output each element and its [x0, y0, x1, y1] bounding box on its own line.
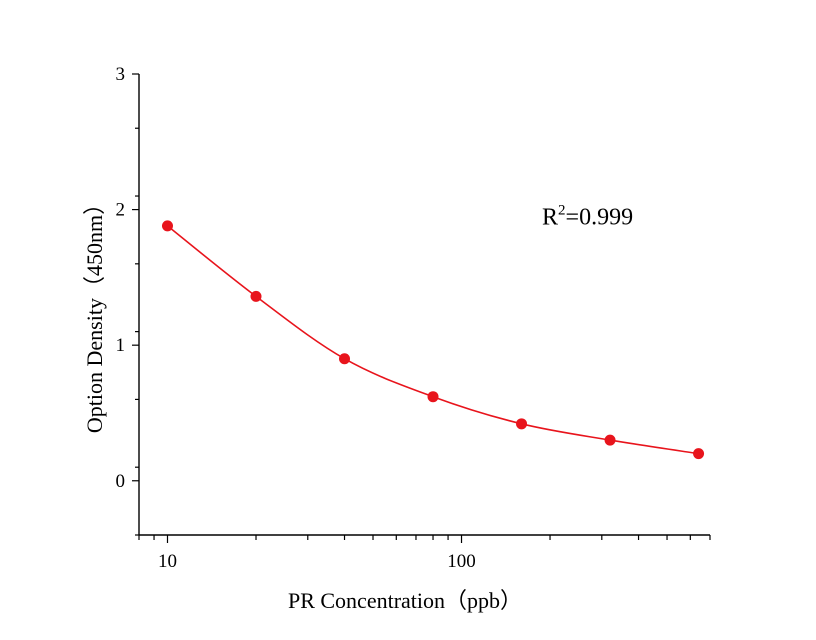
y-tick-label: 0	[116, 471, 126, 492]
data-point	[427, 391, 439, 403]
ticks: 0 1 2 3 10 100	[116, 64, 711, 572]
data-point	[516, 418, 528, 430]
annotation-superscript: 2	[558, 202, 566, 218]
fit-curve	[166, 225, 699, 455]
data-point	[339, 353, 351, 365]
fit-curve-group	[166, 225, 699, 455]
data-point	[161, 220, 173, 232]
data-point	[693, 448, 705, 460]
x-tick-label: 100	[447, 551, 476, 572]
y-tick-label: 1	[116, 335, 126, 356]
y-tick-label: 2	[116, 200, 126, 221]
y-tick-label: 3	[116, 64, 126, 85]
data-point	[250, 290, 262, 302]
data-point	[604, 434, 616, 446]
annotation-value: =0.999	[566, 204, 634, 230]
annotation-base: R	[542, 204, 558, 230]
x-axis-title: PR Concentration（ppb）	[288, 588, 522, 613]
axes	[138, 74, 710, 536]
x-tick-label: 10	[158, 551, 177, 572]
data-points	[161, 220, 705, 460]
r-squared-annotation: R2=0.999	[542, 202, 633, 230]
y-axis-title: Option Density（450nm）	[82, 193, 107, 433]
